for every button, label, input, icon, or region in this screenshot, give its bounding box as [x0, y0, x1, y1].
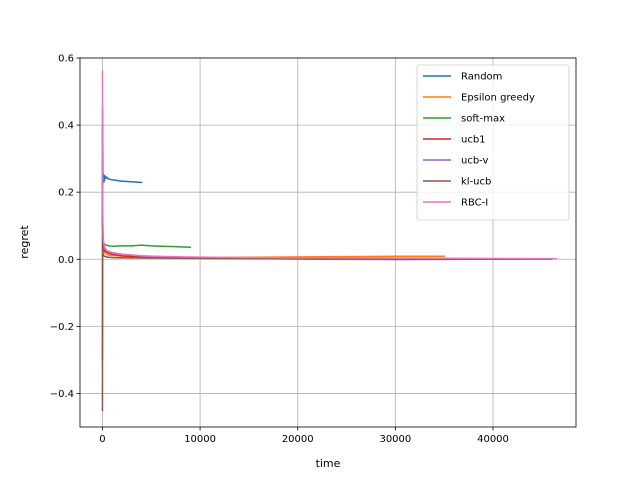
- y-tick-label: 0.0: [58, 255, 74, 266]
- series-layer: [101, 70, 558, 411]
- x-tick-label: 10000: [184, 434, 216, 445]
- legend: Random Epsilon greedy soft-max ucb1 ucb-v kl-…: [416, 64, 570, 221]
- legend-entry-label: ucb-v: [461, 156, 489, 167]
- legend-entry-label: ucb1: [461, 135, 486, 146]
- legend-entry-label: RBC-I: [461, 198, 488, 209]
- series-line-random: [101, 107, 143, 227]
- legend-entry-label: Random: [461, 72, 502, 83]
- y-tick-label: −0.2: [50, 322, 74, 333]
- legend-entry-label: kl-ucb: [461, 177, 491, 188]
- x-tick-label: 20000: [282, 434, 314, 445]
- series-line-rbc-i: [101, 70, 558, 260]
- legend-entry-label: Epsilon greedy: [461, 93, 535, 104]
- x-tick-label: 30000: [379, 434, 411, 445]
- legend-box: [416, 64, 570, 221]
- y-tick-label: −0.4: [50, 389, 74, 400]
- x-tick-label: 40000: [477, 434, 509, 445]
- y-tick-label: 0.6: [58, 54, 74, 65]
- x-tick-label: 0: [99, 434, 105, 445]
- y-tick-label: 0.4: [58, 121, 74, 132]
- y-tick-label: 0.2: [58, 188, 74, 199]
- ticks: 0 10000 20000 30000 40000 −0.4 −0.2 0.0 0.2 0.4 0.…: [50, 54, 509, 446]
- series-line-kl-ucb: [101, 157, 553, 411]
- y-axis-label: regret: [18, 225, 31, 259]
- legend-entry-label: soft-max: [461, 114, 505, 125]
- plot-frame: [79, 57, 577, 428]
- x-axis-label: time: [316, 457, 341, 470]
